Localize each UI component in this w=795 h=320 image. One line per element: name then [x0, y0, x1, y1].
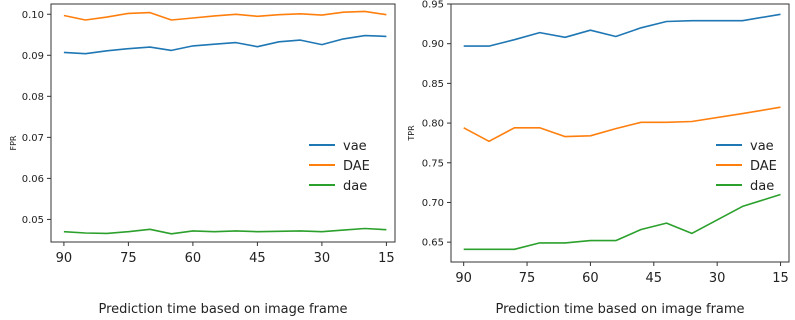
chart2-y-axis-label: TPR [407, 125, 416, 142]
chart2-legend-label-dae: dae [750, 179, 774, 194]
chart1-x-axis-label: Prediction time based on image frame [98, 302, 347, 317]
chart1-series-line-DAE [63, 10, 387, 21]
chart2-plot-frame [450, 3, 790, 263]
chart1-y-tick-label: 0.06 [22, 174, 44, 185]
chart2-y-tick-label: 0.95 [422, 0, 444, 11]
chart2-series-line-vae [463, 13, 781, 47]
chart1-x-tick-label: 15 [378, 251, 395, 266]
chart1-x-tick-label: 30 [314, 251, 331, 266]
chart2-y-tick-label: 0.65 [422, 238, 444, 249]
chart1-series-line-dae [63, 227, 387, 235]
chart2-y-tick-label: 0.70 [422, 198, 444, 209]
chart2-x-tick-label: 90 [455, 271, 472, 286]
chart2-x-tick-label: 60 [582, 271, 599, 286]
chart1-x-tick-label: 45 [249, 251, 266, 266]
chart1-legend-label-vae: vae [343, 139, 367, 154]
chart2-y-tick-label: 0.85 [422, 79, 444, 90]
chart2-legend-label-vae: vae [750, 139, 774, 154]
chart2-y-tick-label: 0.80 [422, 119, 444, 130]
chart1-legend-label-DAE: DAE [343, 159, 370, 174]
chart1-y-tick-label: 0.07 [22, 133, 44, 144]
chart1-y-tick-label: 0.09 [22, 51, 44, 62]
chart2-y-tick-label: 0.75 [422, 158, 444, 169]
chart2-x-tick-label: 75 [519, 271, 536, 286]
chart1-series-line-vae [63, 34, 387, 55]
chart1-legend-label-dae: dae [343, 179, 367, 194]
chart2-legend-label-DAE: DAE [750, 159, 777, 174]
chart1-plot-frame [50, 3, 396, 243]
chart2-x-tick-label: 30 [709, 271, 726, 286]
chart2-y-tick-label: 0.90 [422, 39, 444, 50]
chart1-y-axis-label: FPR [9, 135, 18, 150]
chart1-y-tick-label: 0.08 [22, 92, 44, 103]
chart2-x-tick-label: 45 [646, 271, 663, 286]
chart1-x-tick-label: 75 [120, 251, 137, 266]
chart1-y-tick-label: 0.05 [22, 215, 44, 226]
chart1-y-tick-label: 0.10 [22, 10, 44, 21]
chart1-x-tick-label: 60 [185, 251, 202, 266]
chart2-x-axis-label: Prediction time based on image frame [495, 302, 744, 317]
chart2-series-line-DAE [463, 106, 781, 143]
chart2-x-tick-label: 15 [772, 271, 789, 286]
chart2-series-line-dae [463, 193, 781, 251]
chart1-x-tick-label: 90 [56, 251, 73, 266]
